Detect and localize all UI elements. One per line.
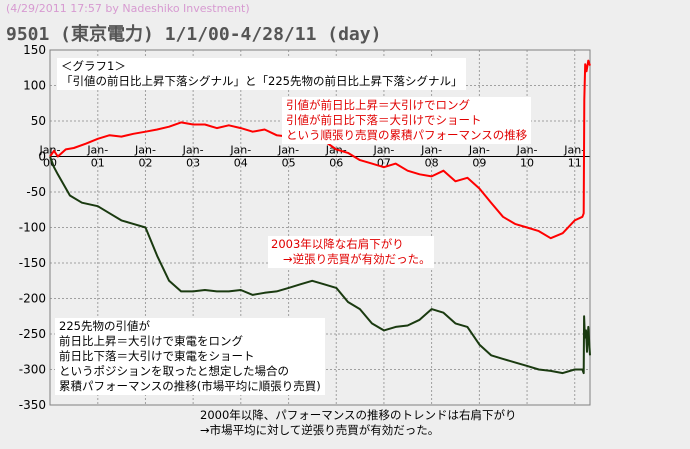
x-tick-label: Jan-: [134, 144, 156, 157]
red-rule-line: 引値が前日比上昇＝大引けでロング: [286, 98, 470, 112]
bottom-line: →市場平均に対して逆張り売買が有効だった。: [200, 423, 440, 437]
x-tick-label: 10: [520, 157, 534, 170]
y-tick-label: -250: [19, 327, 46, 341]
red-rule-line: 引値が前日比下落＝大引けでショート: [286, 113, 482, 127]
x-tick-label: Jan-: [372, 144, 394, 157]
x-tick-label: Jan-: [468, 144, 490, 157]
bottom-line: 2000年以降、パフォーマンスの推移のトレンドは右肩下がり: [200, 408, 517, 422]
y-tick-label: 0: [38, 150, 46, 164]
green-box-line: 225先物の引値が: [59, 319, 150, 333]
bottom-conclusion: 2000年以降、パフォーマンスの推移のトレンドは右肩下がり →市場平均に対して逆…: [200, 408, 517, 438]
y-tick-label: -350: [19, 398, 46, 412]
y-tick-label: -300: [19, 363, 46, 377]
x-tick-label: 01: [91, 157, 105, 170]
y-tick-label: -100: [19, 221, 46, 235]
x-tick-label: 03: [186, 157, 200, 170]
x-tick-label: Jan-: [277, 144, 299, 157]
green-box-line: というポジションを取ったと想定した場合の: [59, 364, 289, 378]
x-tick-label: Jan-: [516, 144, 538, 157]
watermark: (4/29/2011 17:57 by Nadeshiko Investment…: [6, 2, 250, 15]
x-tick-label: Jan-: [229, 144, 251, 157]
green-series-description-box: 225先物の引値が 前日比上昇＝大引けで東電をロング 前日比下落＝大引けで東電を…: [55, 318, 325, 395]
x-tick-label: Jan-: [86, 144, 108, 157]
y-tick-label: 100: [23, 79, 46, 93]
graph-box-line: 「引値の前日比上昇下落シグナル」と「225先物の前日比上昇下落シグナル」: [61, 74, 463, 88]
green-box-line: 累積パフォーマンスの推移(市場平均に順張り売買): [59, 379, 321, 393]
series-line-red: [49, 59, 591, 240]
y-tick-label: -150: [19, 256, 46, 270]
x-tick-label: 08: [425, 157, 439, 170]
graph-description-box: ＜グラフ1＞ 「引値の前日比上昇下落シグナル」と「225先物の前日比上昇下落シグ…: [57, 58, 467, 90]
chart-title: 9501 (東京電力) 1/1/00-4/28/11 (day): [6, 24, 382, 45]
red-rule-line: という順張り売買の累積パフォーマンスの推移: [286, 128, 528, 142]
x-tick-label: 06: [329, 157, 343, 170]
x-tick-label: Jan-: [182, 144, 204, 157]
y-tick-label: -200: [19, 292, 46, 306]
x-tick-label: 11: [568, 157, 582, 170]
axis-layer: 150 100 50 0 -50 -100 -150 -200 -250 -300 -350 Jan-…: [19, 43, 591, 412]
y-tick-label: 150: [23, 43, 46, 57]
red-note-line: 2003年以降な右肩下がり: [271, 237, 404, 251]
x-tick-label: 02: [138, 157, 152, 170]
series-layer: [49, 59, 591, 375]
x-tick-label: 05: [282, 157, 296, 170]
x-tick-label: Jan-: [563, 144, 585, 157]
green-box-line: 前日比上昇＝大引けで東電をロング: [59, 334, 243, 348]
x-tick-label: Jan-: [420, 144, 442, 157]
red-series-note-box: 2003年以降な右肩下がり →逆張り売買が有効だった。: [268, 236, 434, 268]
graph-box-line: ＜グラフ1＞: [61, 59, 126, 73]
y-tick-label: -50: [26, 185, 46, 199]
plot-frame: [49, 49, 591, 406]
green-box-line: 前日比下落＝大引けで東電をショート: [59, 349, 255, 363]
red-note-line: →逆張り売買が有効だった。: [283, 252, 431, 266]
series-line-green: [49, 156, 591, 375]
y-tick-label: 50: [31, 114, 46, 128]
x-tick-label: 04: [234, 157, 248, 170]
red-series-rules-box: 引値が前日比上昇＝大引けでロング 引値が前日比下落＝大引けでショート という順張…: [282, 97, 532, 144]
x-tick-label: 09: [472, 157, 486, 170]
